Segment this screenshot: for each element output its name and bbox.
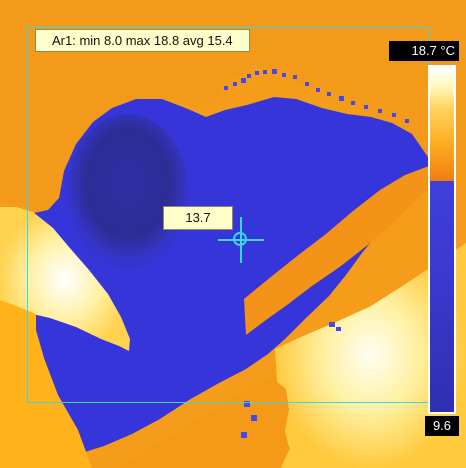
- cold-edge-speckles: [224, 69, 409, 438]
- lower-orange-band: [117, 377, 289, 468]
- left-warm-object: [0, 207, 130, 351]
- spot-temperature-value: 13.7: [163, 206, 233, 230]
- darker-cold-patch: [68, 114, 188, 268]
- temperature-scale-panel: 18.7 °C 9.6: [389, 41, 459, 436]
- upper-warm-region: [0, 0, 466, 214]
- orange-diagonal-wedge: [244, 166, 436, 335]
- scale-min-label: 9.6: [425, 416, 459, 436]
- left-bottom-warm-band: [0, 300, 92, 468]
- area-stats-label: Ar1: min 8.0 max 18.8 avg 15.4: [35, 29, 250, 52]
- scale-max-label: 18.7 °C: [389, 41, 459, 61]
- right-warm-object: [275, 243, 466, 468]
- temperature-scale-bar: [428, 65, 456, 414]
